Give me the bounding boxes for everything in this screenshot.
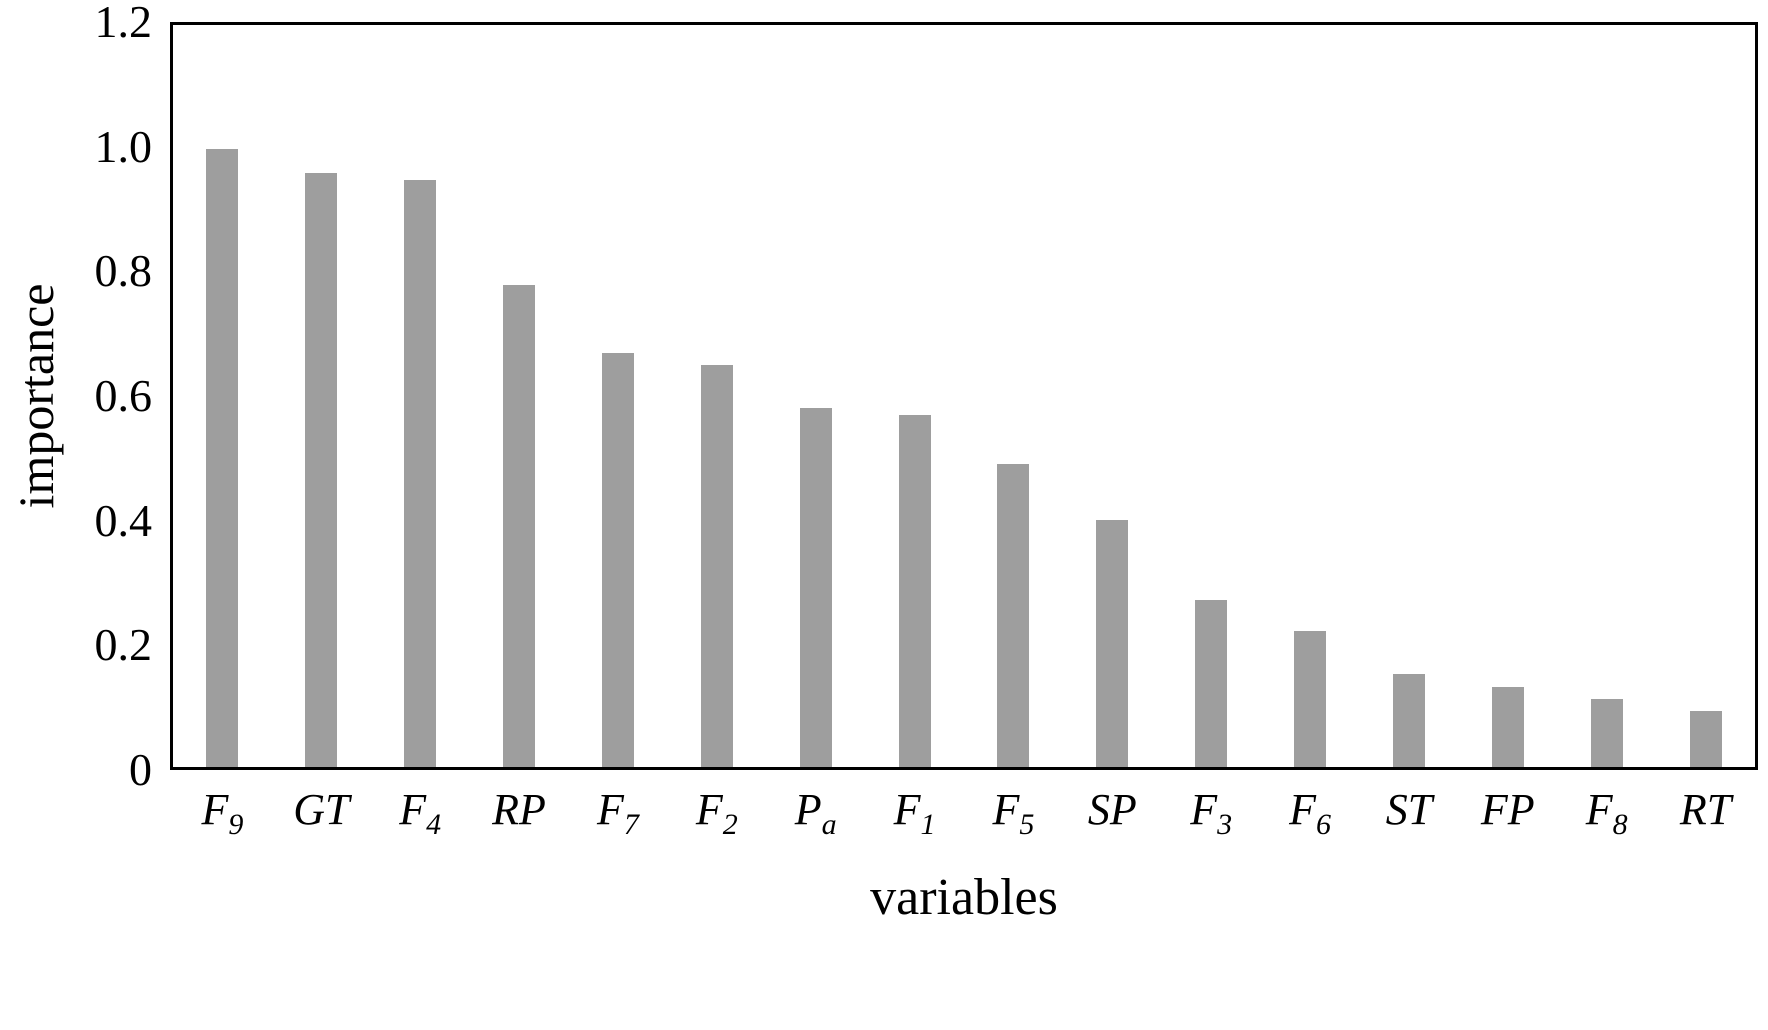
x-tick-label: F3 xyxy=(1190,786,1232,849)
x-tick-main: F xyxy=(1289,785,1317,834)
bar-f3 xyxy=(1195,600,1228,767)
x-tick-subscript: 2 xyxy=(722,807,738,841)
bar-f2 xyxy=(700,365,733,767)
x-tick-label: F4 xyxy=(399,786,441,849)
x-tick-main: FP xyxy=(1480,785,1535,834)
x-tick-label: RP xyxy=(492,786,546,834)
y-tick-label: 0.8 xyxy=(94,245,153,297)
bar-f5 xyxy=(997,464,1030,767)
x-tick-main: F xyxy=(596,785,624,834)
y-tick-label: 0 xyxy=(129,744,152,795)
y-tick-label: 0.2 xyxy=(94,619,153,671)
x-tick-label: Pa xyxy=(795,786,837,849)
x-tick-subscript: 6 xyxy=(1316,807,1332,841)
x-tick-label: F5 xyxy=(992,786,1034,849)
x-tick-label: GT xyxy=(293,786,349,834)
x-tick-subscript: 9 xyxy=(228,807,244,841)
x-tick-main: F xyxy=(893,785,921,834)
x-tick-label: F9 xyxy=(201,786,243,849)
x-tick-main: F xyxy=(399,785,427,834)
bar-gt xyxy=(305,173,338,767)
y-tick-label: 1.2 xyxy=(94,0,153,47)
x-tick-label: F6 xyxy=(1289,786,1331,849)
x-tick-subscript: 1 xyxy=(920,807,936,841)
bar-st xyxy=(1392,674,1425,767)
bar-f8 xyxy=(1590,699,1623,767)
x-tick-main: F xyxy=(1585,785,1613,834)
y-tick-label: 0.6 xyxy=(94,370,153,421)
x-tick-main: F xyxy=(1190,785,1218,834)
bar-pa xyxy=(799,408,832,767)
bar-f4 xyxy=(404,180,437,767)
x-tick-subscript: 3 xyxy=(1217,807,1233,841)
x-tick-main: F xyxy=(695,785,723,834)
bar-f9 xyxy=(206,149,239,767)
x-tick-label: ST xyxy=(1386,786,1432,834)
x-tick-label: RT xyxy=(1680,786,1731,834)
x-tick-label: F2 xyxy=(696,786,738,849)
plot-area xyxy=(170,22,1758,770)
x-tick-main: F xyxy=(201,785,229,834)
x-tick-subscript: 8 xyxy=(1612,807,1628,841)
x-tick-main: GT xyxy=(293,785,350,834)
bar-rt xyxy=(1689,711,1722,767)
y-tick-label: 0.4 xyxy=(94,494,153,546)
y-tick-label: 1.0 xyxy=(94,120,153,172)
x-tick-main: P xyxy=(794,785,822,834)
x-tick-main: SP xyxy=(1087,785,1137,834)
x-tick-main: RP xyxy=(492,785,546,834)
x-tick-subscript: 7 xyxy=(623,807,639,841)
x-tick-main: ST xyxy=(1385,785,1433,834)
x-tick-subscript: 4 xyxy=(426,807,442,841)
bar-f7 xyxy=(601,353,634,767)
x-axis-title: variables xyxy=(870,869,1058,926)
bar-f1 xyxy=(898,415,931,767)
bar-sp xyxy=(1096,520,1129,767)
x-tick-label: F7 xyxy=(597,786,639,849)
x-tick-label: F1 xyxy=(894,786,936,849)
x-tick-main: F xyxy=(992,785,1020,834)
x-tick-label: F8 xyxy=(1586,786,1628,849)
bar-rp xyxy=(503,285,536,767)
x-tick-subscript: 5 xyxy=(1019,807,1035,841)
x-tick-label: SP xyxy=(1088,786,1137,834)
bar-fp xyxy=(1491,687,1524,767)
bar-f6 xyxy=(1294,631,1327,767)
x-tick-label: FP xyxy=(1481,786,1535,834)
x-tick-main: RT xyxy=(1679,785,1732,834)
x-tick-subscript: a xyxy=(821,807,837,841)
